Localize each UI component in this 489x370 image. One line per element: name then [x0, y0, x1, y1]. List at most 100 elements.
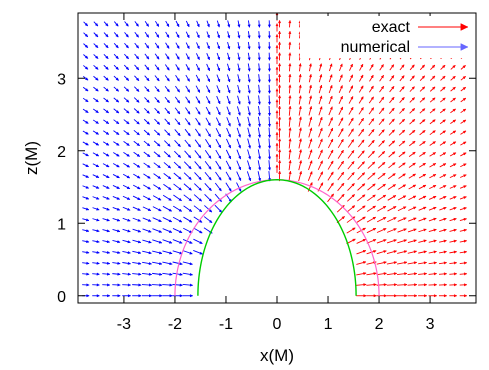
field-arrow [459, 261, 468, 265]
field-arrow [347, 160, 355, 170]
x-tick-label: -3 [117, 316, 131, 333]
field-arrow [196, 42, 200, 50]
field-arrow [257, 149, 262, 160]
field-arrow [398, 162, 406, 169]
axis-arrow [275, 77, 279, 86]
field-arrow [133, 173, 141, 179]
field-arrow [143, 162, 151, 168]
field-arrow [449, 163, 457, 168]
field-arrow [172, 227, 183, 234]
field-arrow [206, 20, 210, 28]
field-arrow [257, 84, 261, 94]
field-arrow [460, 108, 467, 114]
field-arrow [449, 272, 458, 276]
field-arrow [172, 294, 183, 298]
field-arrow [175, 85, 180, 93]
field-arrow [428, 261, 438, 265]
field-arrow [397, 261, 408, 265]
field-arrow [196, 20, 200, 28]
field-arrow [450, 97, 456, 103]
field-arrow [318, 84, 323, 94]
field-arrow [356, 238, 367, 244]
field-arrow [429, 130, 436, 136]
field-arrow [408, 162, 416, 168]
field-arrow [132, 184, 141, 190]
field-arrow [132, 272, 142, 276]
field-arrow [124, 53, 129, 60]
field-arrow [144, 108, 150, 114]
field-arrow [154, 107, 160, 114]
field-arrow [82, 174, 90, 178]
field-arrow [112, 163, 120, 168]
field-arrow [408, 184, 417, 190]
field-arrow [102, 141, 110, 146]
field-arrow [154, 96, 160, 104]
field-arrow [162, 250, 173, 255]
field-arrow [257, 74, 261, 83]
field-arrow [112, 272, 121, 276]
field-arrow [419, 75, 426, 81]
field-arrow [278, 30, 282, 39]
field-arrow [204, 205, 213, 213]
field-arrow [257, 41, 261, 50]
field-arrow [247, 74, 251, 83]
field-arrow [386, 283, 398, 287]
field-arrow [396, 283, 408, 287]
x-tick-label: -2 [168, 316, 182, 333]
field-arrow [193, 205, 203, 213]
field-arrow [337, 138, 344, 149]
field-arrow [92, 174, 100, 178]
field-arrow [112, 261, 121, 265]
field-arrow [367, 161, 376, 169]
field-arrow [153, 151, 161, 158]
field-arrow [226, 106, 231, 116]
field-arrow [409, 129, 416, 136]
field-arrow [328, 84, 333, 94]
field-arrow [246, 171, 252, 182]
field-arrow [308, 63, 312, 72]
field-arrow [450, 108, 457, 114]
field-arrow [368, 107, 375, 115]
field-arrow [92, 108, 99, 114]
field-arrow [172, 216, 183, 223]
field-arrow [317, 160, 323, 170]
field-arrow [376, 228, 387, 233]
field-arrow [449, 283, 458, 287]
field-arrow [113, 86, 120, 92]
field-arrow [82, 261, 90, 265]
field-arrow [134, 31, 139, 38]
field-arrow [102, 261, 111, 265]
field-arrow [82, 152, 89, 157]
field-arrow [113, 64, 119, 70]
field-arrow [459, 272, 468, 276]
field-arrow [376, 261, 387, 265]
field-arrow [388, 140, 396, 147]
y-tick-label: 0 [57, 289, 66, 306]
field-arrow [194, 139, 202, 148]
field-arrow [409, 75, 415, 82]
field-arrow [247, 20, 251, 28]
field-arrow [103, 75, 109, 81]
field-arrow [205, 139, 212, 149]
field-arrow [144, 75, 150, 82]
field-arrow [308, 116, 313, 127]
field-arrow [113, 21, 119, 27]
field-arrow [346, 205, 356, 213]
field-arrow [428, 228, 437, 233]
field-arrow [336, 204, 345, 213]
field-arrow [182, 283, 194, 287]
field-arrow [112, 283, 121, 287]
field-arrow [459, 250, 468, 254]
field-arrow [419, 140, 426, 147]
field-arrow [377, 172, 386, 180]
field-arrow [154, 64, 160, 71]
field-arrow [112, 250, 121, 254]
field-arrow [216, 20, 220, 28]
field-arrow [459, 185, 467, 189]
field-arrow [418, 217, 427, 222]
field-arrow [338, 74, 343, 82]
field-arrow [82, 86, 89, 92]
field-arrow [267, 52, 271, 61]
field-arrow [113, 130, 120, 135]
